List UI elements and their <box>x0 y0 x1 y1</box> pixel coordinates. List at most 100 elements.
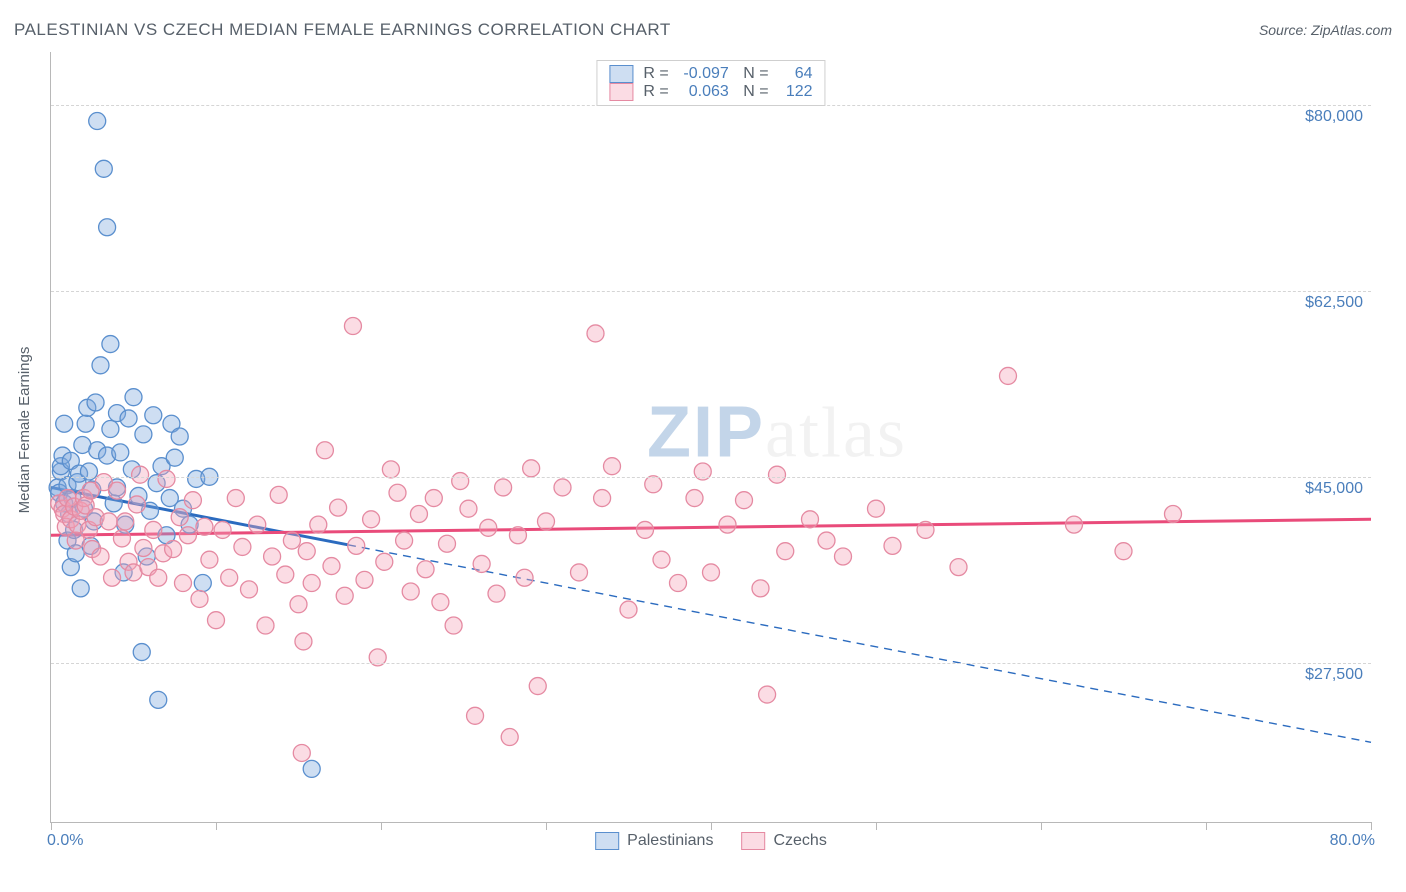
stat-r-label: R = <box>643 83 668 101</box>
data-point <box>89 113 106 130</box>
data-point <box>719 516 736 533</box>
data-point <box>348 537 365 554</box>
data-point <box>344 318 361 335</box>
data-point <box>516 569 533 586</box>
data-point <box>594 490 611 507</box>
legend-text: Palestinians <box>627 832 713 850</box>
source-label: Source: ZipAtlas.com <box>1259 22 1392 38</box>
data-point <box>620 601 637 618</box>
data-point <box>703 564 720 581</box>
data-point <box>587 325 604 342</box>
y-tick-label: $27,500 <box>1305 666 1363 684</box>
legend-swatch <box>741 832 765 850</box>
data-point <box>356 571 373 588</box>
data-point <box>208 612 225 629</box>
x-tick <box>711 822 712 830</box>
stat-r-value: 0.063 <box>679 83 729 101</box>
data-point <box>467 707 484 724</box>
data-point <box>777 543 794 560</box>
data-point <box>92 548 109 565</box>
data-point <box>194 575 211 592</box>
stat-n-label: N = <box>739 83 769 101</box>
data-point <box>234 538 251 555</box>
data-point <box>77 415 94 432</box>
data-point <box>196 518 213 535</box>
stat-r-label: R = <box>643 65 668 83</box>
grid-line <box>51 477 1371 478</box>
data-point <box>488 585 505 602</box>
data-point <box>158 470 175 487</box>
stat-n-value: 122 <box>779 83 813 101</box>
data-point <box>191 590 208 607</box>
data-point <box>310 516 327 533</box>
data-point <box>95 160 112 177</box>
data-point <box>323 558 340 575</box>
legend-stats-box: R = -0.097 N = 64 R = 0.063 N = 122 <box>596 60 825 106</box>
y-axis-label: Median Female Earnings <box>16 347 33 514</box>
data-point <box>653 551 670 568</box>
data-point <box>257 617 274 634</box>
stat-n-value: 64 <box>779 65 813 83</box>
plot-area: ZIPatlas R = -0.097 N = 64 R = 0.063 N =… <box>50 52 1371 823</box>
data-point <box>835 548 852 565</box>
data-point <box>171 428 188 445</box>
data-point <box>336 587 353 604</box>
data-point <box>303 760 320 777</box>
data-point <box>175 575 192 592</box>
data-point <box>604 458 621 475</box>
data-point <box>529 678 546 695</box>
data-point <box>670 575 687 592</box>
data-point <box>125 389 142 406</box>
data-point <box>293 744 310 761</box>
chart-title: PALESTINIAN VS CZECH MEDIAN FEMALE EARNI… <box>14 20 671 40</box>
data-point <box>686 490 703 507</box>
data-point <box>270 486 287 503</box>
data-point <box>637 521 654 538</box>
data-point <box>87 394 104 411</box>
data-point <box>495 479 512 496</box>
data-point <box>1165 506 1182 523</box>
scatter-points <box>51 52 1371 822</box>
data-point <box>501 729 518 746</box>
data-point <box>184 492 201 509</box>
data-point <box>104 569 121 586</box>
data-point <box>112 444 129 461</box>
data-point <box>884 537 901 554</box>
data-point <box>179 527 196 544</box>
data-point <box>402 583 419 600</box>
data-point <box>145 407 162 424</box>
data-point <box>214 521 231 538</box>
data-point <box>480 519 497 536</box>
data-point <box>417 561 434 578</box>
legend-swatch <box>609 83 633 101</box>
legend-stats-row: R = -0.097 N = 64 <box>609 65 812 83</box>
x-end-label: 80.0% <box>1330 832 1375 850</box>
x-tick <box>1041 822 1042 830</box>
legend-swatch <box>609 65 633 83</box>
data-point <box>290 596 307 613</box>
y-tick-label: $62,500 <box>1305 294 1363 312</box>
data-point <box>1066 516 1083 533</box>
data-point <box>752 580 769 597</box>
bottom-legend: Palestinians Czechs <box>595 832 827 850</box>
data-point <box>389 484 406 501</box>
data-point <box>166 449 183 466</box>
data-point <box>330 499 347 516</box>
data-point <box>100 513 117 530</box>
data-point <box>201 551 218 568</box>
data-point <box>56 415 73 432</box>
data-point <box>439 535 456 552</box>
data-point <box>298 543 315 560</box>
data-point <box>410 506 427 523</box>
data-point <box>759 686 776 703</box>
data-point <box>241 581 258 598</box>
data-point <box>227 490 244 507</box>
x-tick <box>51 822 52 830</box>
legend-text: Czechs <box>773 832 826 850</box>
data-point <box>133 644 150 661</box>
data-point <box>102 336 119 353</box>
data-point <box>396 532 413 549</box>
x-tick <box>381 822 382 830</box>
legend-item: Palestinians <box>595 832 713 850</box>
x-tick <box>876 822 877 830</box>
